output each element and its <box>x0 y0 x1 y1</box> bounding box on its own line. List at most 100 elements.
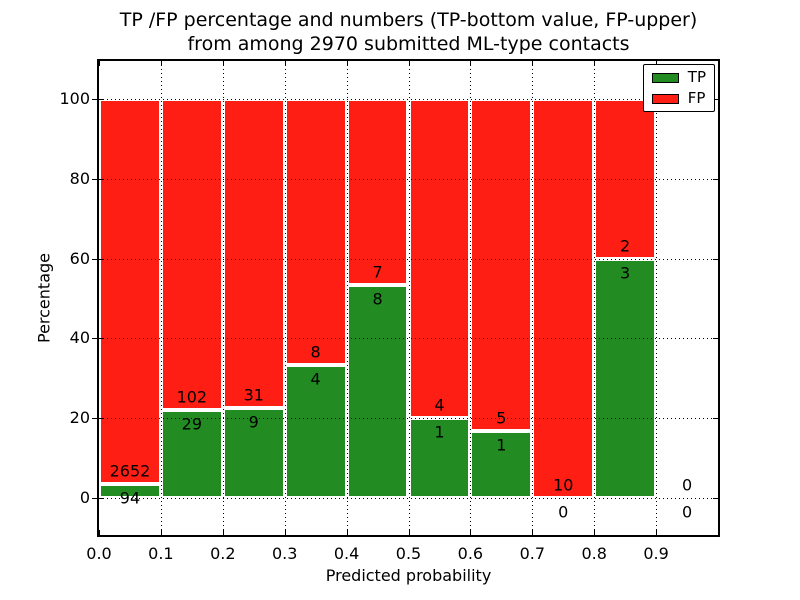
tp-bar <box>99 484 161 498</box>
tp-bar <box>222 408 285 498</box>
x-tick-mark <box>160 530 162 535</box>
y-tick-mark <box>92 179 97 180</box>
tp-bar <box>594 258 657 498</box>
chart-title-line2: from among 2970 submitted ML-type contac… <box>187 33 630 55</box>
chart-title-line1: TP /FP percentage and numbers (TP-bottom… <box>119 9 698 31</box>
x-tick-mark <box>284 61 286 66</box>
y-tick-mark <box>99 99 104 101</box>
v-gridline <box>594 61 596 535</box>
x-tick-label: 0.8 <box>581 544 607 563</box>
y-tick-mark <box>92 418 97 420</box>
fp-count-label: 2 <box>620 236 631 256</box>
y-tick-mark <box>92 497 97 499</box>
x-tick-label: 0.7 <box>519 544 546 563</box>
x-tick-mark <box>346 530 348 535</box>
y-tick-mark <box>92 99 97 101</box>
v-gridline <box>656 61 658 535</box>
x-tick-label: 0.9 <box>643 544 669 563</box>
tp-count-label: 0 <box>558 502 569 522</box>
x-tick-mark <box>346 61 348 66</box>
fp-bar <box>594 99 657 259</box>
x-tick-mark <box>470 530 472 535</box>
tp-count-label: 29 <box>181 414 203 434</box>
legend-entry: TP <box>651 68 706 86</box>
y-tick-mark <box>713 258 718 260</box>
tp-bar <box>470 431 533 498</box>
y-tick-mark <box>713 99 718 101</box>
legend-entry: FP <box>651 91 706 106</box>
x-tick-label: 0.4 <box>333 544 360 563</box>
fp-bar <box>532 99 595 498</box>
tp-count-label: 94 <box>119 488 141 508</box>
v-gridline <box>160 61 162 535</box>
y-tick-mark <box>713 338 718 340</box>
fp-count-label: 102 <box>176 387 208 407</box>
tp-count-label: 1 <box>434 422 445 442</box>
v-gridline <box>284 61 286 535</box>
fp-bar <box>99 99 161 485</box>
tp-count-label: 1 <box>496 435 507 455</box>
fp-count-label: 8 <box>310 342 321 362</box>
v-gridline <box>346 61 348 535</box>
fp-bar <box>284 99 347 366</box>
y-tick-label: 60 <box>69 248 90 268</box>
y-tick-mark <box>99 338 104 340</box>
fp-count-label: 5 <box>496 408 507 428</box>
y-tick-mark <box>92 258 97 260</box>
x-tick-mark <box>470 61 472 66</box>
fp-count-label: 31 <box>243 385 264 405</box>
tp-count-label: 8 <box>372 289 383 309</box>
x-tick-mark <box>532 530 534 535</box>
tp-count-label: 3 <box>620 263 631 283</box>
x-tick-mark <box>222 530 224 535</box>
v-gridline <box>532 61 534 535</box>
fp-bar <box>160 99 223 410</box>
x-axis-label: Predicted probability <box>325 566 492 585</box>
chart-title: TP /FP percentage and numbers (TP-bottom… <box>99 8 718 56</box>
legend-label-tp: TP <box>687 68 706 86</box>
legend-swatch-fp <box>651 93 679 104</box>
fp-count-label: 4 <box>434 395 445 415</box>
x-tick-mark <box>284 530 286 535</box>
fp-count-label: 7 <box>372 262 383 282</box>
x-tick-mark <box>408 530 410 535</box>
v-gridline <box>408 61 410 535</box>
v-gridline <box>470 61 472 535</box>
legend-swatch-tp <box>651 72 679 83</box>
x-tick-mark <box>99 61 100 66</box>
legend: TP FP <box>642 64 715 112</box>
x-tick-mark <box>532 61 534 66</box>
x-tick-mark <box>99 530 100 535</box>
y-tick-mark <box>713 418 718 420</box>
tp-count-label: 0 <box>681 502 693 522</box>
tp-bar <box>284 365 347 498</box>
y-tick-label: 80 <box>69 169 90 188</box>
tp-bar <box>346 285 409 498</box>
fp-bar <box>470 99 533 432</box>
tp-count-label: 9 <box>248 412 259 432</box>
y-tick-mark <box>99 179 104 180</box>
y-tick-mark <box>713 179 718 180</box>
y-tick-mark <box>99 418 104 420</box>
plot-area: TP FP 2652 94 102 29 31 9 8 4 7 8 4 1 5 1 10 0 2 3 0 0 <box>92 59 720 537</box>
x-tick-label: 0.1 <box>148 544 174 563</box>
x-tick-label: 0.5 <box>395 544 422 563</box>
x-tick-mark <box>222 61 224 66</box>
x-tick-mark <box>656 530 658 535</box>
x-tick-mark <box>656 61 658 66</box>
x-tick-label: 0.0 <box>86 544 112 563</box>
y-tick-label: 100 <box>59 89 90 109</box>
x-tick-mark <box>160 61 162 66</box>
x-tick-label: 0.6 <box>457 544 484 563</box>
fp-count-label: 0 <box>681 475 693 495</box>
fp-count-label: 10 <box>553 475 574 495</box>
x-tick-mark <box>408 61 410 66</box>
v-gridline <box>222 61 224 535</box>
y-tick-mark <box>92 338 97 340</box>
x-tick-label: 0.3 <box>271 544 298 563</box>
tp-count-label: 4 <box>310 369 321 389</box>
x-tick-label: 0.2 <box>210 544 236 563</box>
x-tick-mark <box>594 61 596 66</box>
fp-bar <box>346 99 409 286</box>
